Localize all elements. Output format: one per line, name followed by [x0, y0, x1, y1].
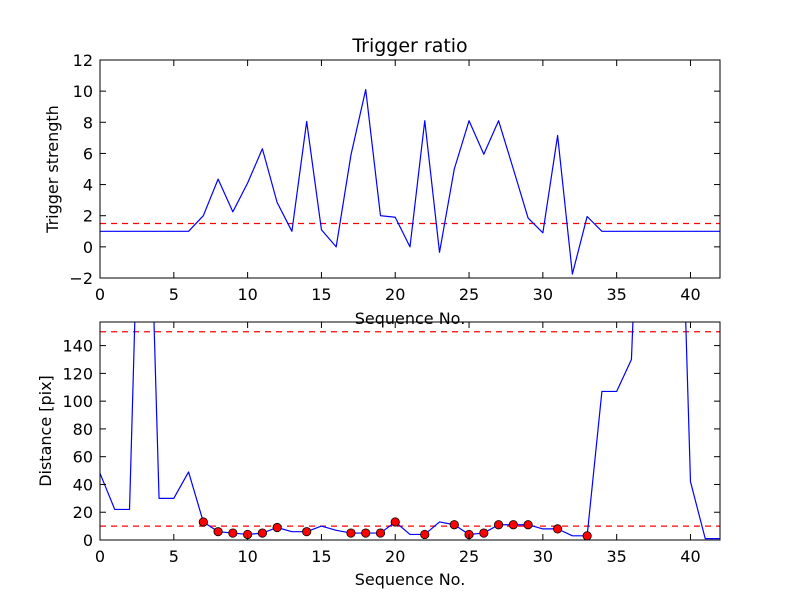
x-tick-label: 20 — [385, 285, 405, 304]
x-tick-label: 40 — [680, 547, 700, 566]
x-tick-label: 5 — [169, 285, 179, 304]
data-point-marker — [449, 520, 459, 530]
data-point-marker — [198, 517, 208, 527]
y-tick-label: 40 — [73, 475, 93, 494]
data-point-marker — [228, 528, 238, 538]
y-tick-label: 12 — [73, 51, 93, 70]
data-point-marker — [257, 528, 267, 538]
data-point-marker — [523, 520, 533, 530]
x-tick-label: 35 — [606, 547, 626, 566]
top-x-axis: 0 5 10 15 20 25 30 35 40 — [95, 60, 701, 304]
y-tick-label: −2 — [69, 269, 93, 288]
y-tick-label: 2 — [83, 207, 93, 226]
y-tick-label: 120 — [62, 364, 93, 383]
y-tick-label: 140 — [62, 337, 93, 356]
data-point-marker — [272, 522, 282, 533]
x-tick-label: 0 — [95, 547, 105, 566]
y-tick-label: 0 — [83, 238, 93, 257]
y-tick-label: 8 — [83, 113, 93, 132]
y-tick-label: 4 — [83, 176, 93, 195]
data-point-marker — [346, 528, 356, 538]
series-line — [100, 88, 720, 275]
bottom-x-axis-label: Sequence No. — [355, 570, 466, 589]
bottom-y-axis-label: Distance [pix] — [36, 375, 55, 487]
x-tick-label: 25 — [459, 285, 479, 304]
bottom-axes-frame — [99, 321, 721, 541]
y-tick-label: 60 — [73, 448, 93, 467]
x-tick-label: 15 — [311, 285, 331, 304]
data-point-marker — [508, 520, 518, 530]
data-point-marker — [302, 527, 312, 537]
data-point-marker — [420, 529, 430, 540]
y-tick-label: 20 — [73, 503, 93, 522]
y-tick-label: 10 — [73, 82, 93, 101]
bottom-x-axis: 0 5 10 15 20 25 30 35 40 — [95, 322, 701, 566]
data-point-marker — [213, 527, 223, 537]
x-tick-label: 30 — [533, 285, 553, 304]
data-point-marker — [479, 528, 489, 538]
data-point-marker — [390, 517, 400, 527]
x-tick-label: 0 — [95, 285, 105, 304]
y-tick-label: 80 — [73, 420, 93, 439]
data-point-marker — [361, 528, 371, 538]
x-tick-label: 40 — [680, 285, 700, 304]
x-tick-label: 35 — [606, 285, 626, 304]
bottom-y-axis: 0 20 40 60 80 100 120 140 — [62, 337, 720, 550]
y-tick-label: 0 — [83, 531, 93, 550]
data-point-marker — [375, 528, 386, 538]
bottom-plot: 0 5 10 15 20 25 30 35 40 0 20 40 60 80 100 120 140 Sequ… — [36, 321, 721, 589]
data-point-marker — [553, 524, 563, 534]
x-tick-label: 20 — [385, 547, 405, 566]
top-y-axis: −2 0 2 4 6 8 10 12 — [69, 51, 720, 288]
data-point-marker — [493, 520, 504, 530]
x-tick-label: 30 — [533, 547, 553, 566]
x-tick-label: 5 — [169, 547, 179, 566]
top-chart-title: Trigger ratio — [351, 35, 467, 57]
top-axes-frame — [99, 59, 721, 279]
x-tick-label: 10 — [237, 285, 257, 304]
y-tick-label: 6 — [83, 144, 93, 163]
x-tick-label: 10 — [237, 547, 257, 566]
x-tick-label: 15 — [311, 547, 331, 566]
top-y-axis-label: Trigger strength — [43, 105, 62, 234]
data-point-marker — [582, 531, 592, 541]
y-tick-label: 100 — [62, 392, 93, 411]
top-x-axis-label: Sequence No. — [355, 309, 466, 328]
top-series-group — [100, 88, 720, 275]
x-tick-label: 25 — [459, 547, 479, 566]
bottom-markers — [198, 517, 592, 541]
